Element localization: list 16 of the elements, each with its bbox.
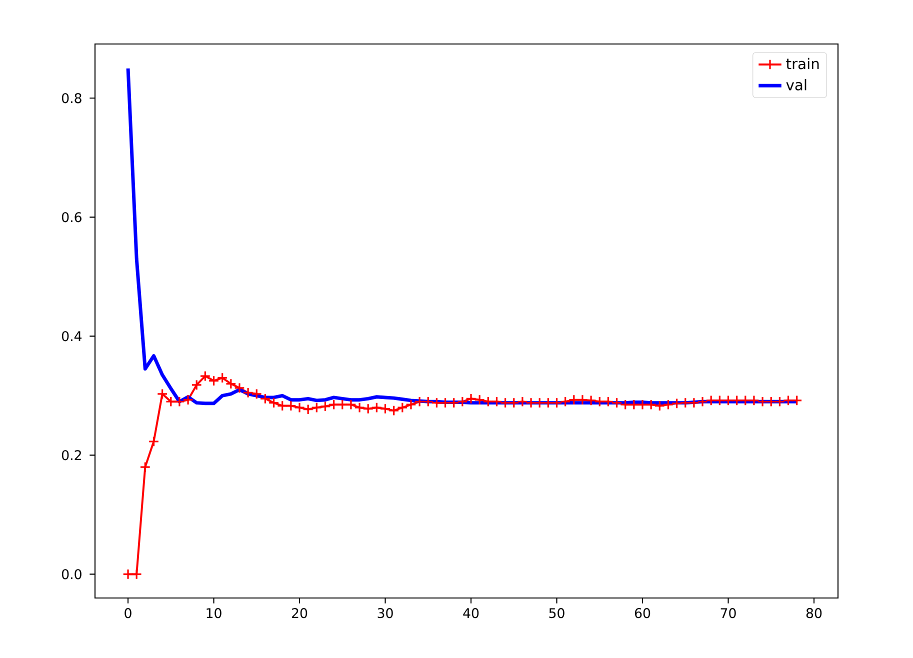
y-tick-label: 0.8 bbox=[62, 93, 82, 104]
x-tick-label: 80 bbox=[806, 608, 822, 618]
x-tick-label: 20 bbox=[292, 608, 308, 618]
x-tick-label: 70 bbox=[720, 608, 736, 618]
x-tick-label: 40 bbox=[463, 608, 479, 618]
x-tick-label: 10 bbox=[206, 608, 222, 618]
y-tick-label: 0.4 bbox=[62, 331, 82, 342]
y-tick-label: 0.2 bbox=[62, 450, 81, 460]
y-tick-label: 0.6 bbox=[62, 212, 82, 222]
y-tick-label: 0.0 bbox=[62, 569, 82, 580]
x-tick-label: 0 bbox=[124, 608, 132, 618]
x-tick-label: 30 bbox=[378, 608, 393, 618]
x-tick-label: 60 bbox=[634, 608, 650, 618]
legend-label: val bbox=[786, 79, 806, 90]
legend-label: train bbox=[786, 58, 819, 70]
x-tick-label: 50 bbox=[549, 608, 564, 618]
